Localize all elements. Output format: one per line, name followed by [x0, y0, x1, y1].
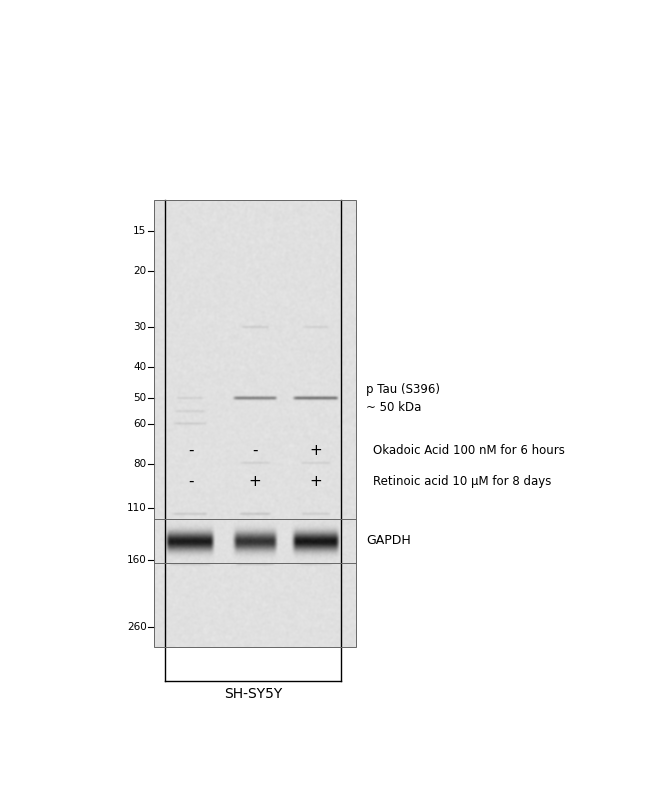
Bar [154, 519, 356, 563]
Text: +: + [249, 474, 261, 489]
Text: Retinoic acid 10 μM for 8 days: Retinoic acid 10 μM for 8 days [373, 475, 552, 488]
Text: -: - [252, 443, 258, 457]
Text: 15: 15 [133, 226, 146, 236]
Text: -: - [188, 443, 193, 457]
Text: 160: 160 [127, 555, 146, 564]
Text: SH-SY5Y: SH-SY5Y [224, 687, 282, 701]
Text: 260: 260 [127, 622, 146, 632]
Text: 20: 20 [133, 266, 146, 277]
Text: 110: 110 [127, 503, 146, 513]
Text: +: + [309, 474, 322, 489]
Text: p Tau (S396)
~ 50 kDa: p Tau (S396) ~ 50 kDa [366, 383, 440, 414]
Text: 30: 30 [133, 323, 146, 333]
Text: 40: 40 [133, 363, 146, 372]
Text: 60: 60 [133, 418, 146, 428]
Text: +: + [309, 443, 322, 457]
Bar [154, 200, 356, 647]
Text: -: - [188, 474, 193, 489]
Text: Okadoic Acid 100 nM for 6 hours: Okadoic Acid 100 nM for 6 hours [373, 444, 566, 457]
Text: GAPDH: GAPDH [366, 534, 411, 547]
Text: 80: 80 [133, 458, 146, 469]
Text: 50: 50 [133, 393, 146, 403]
